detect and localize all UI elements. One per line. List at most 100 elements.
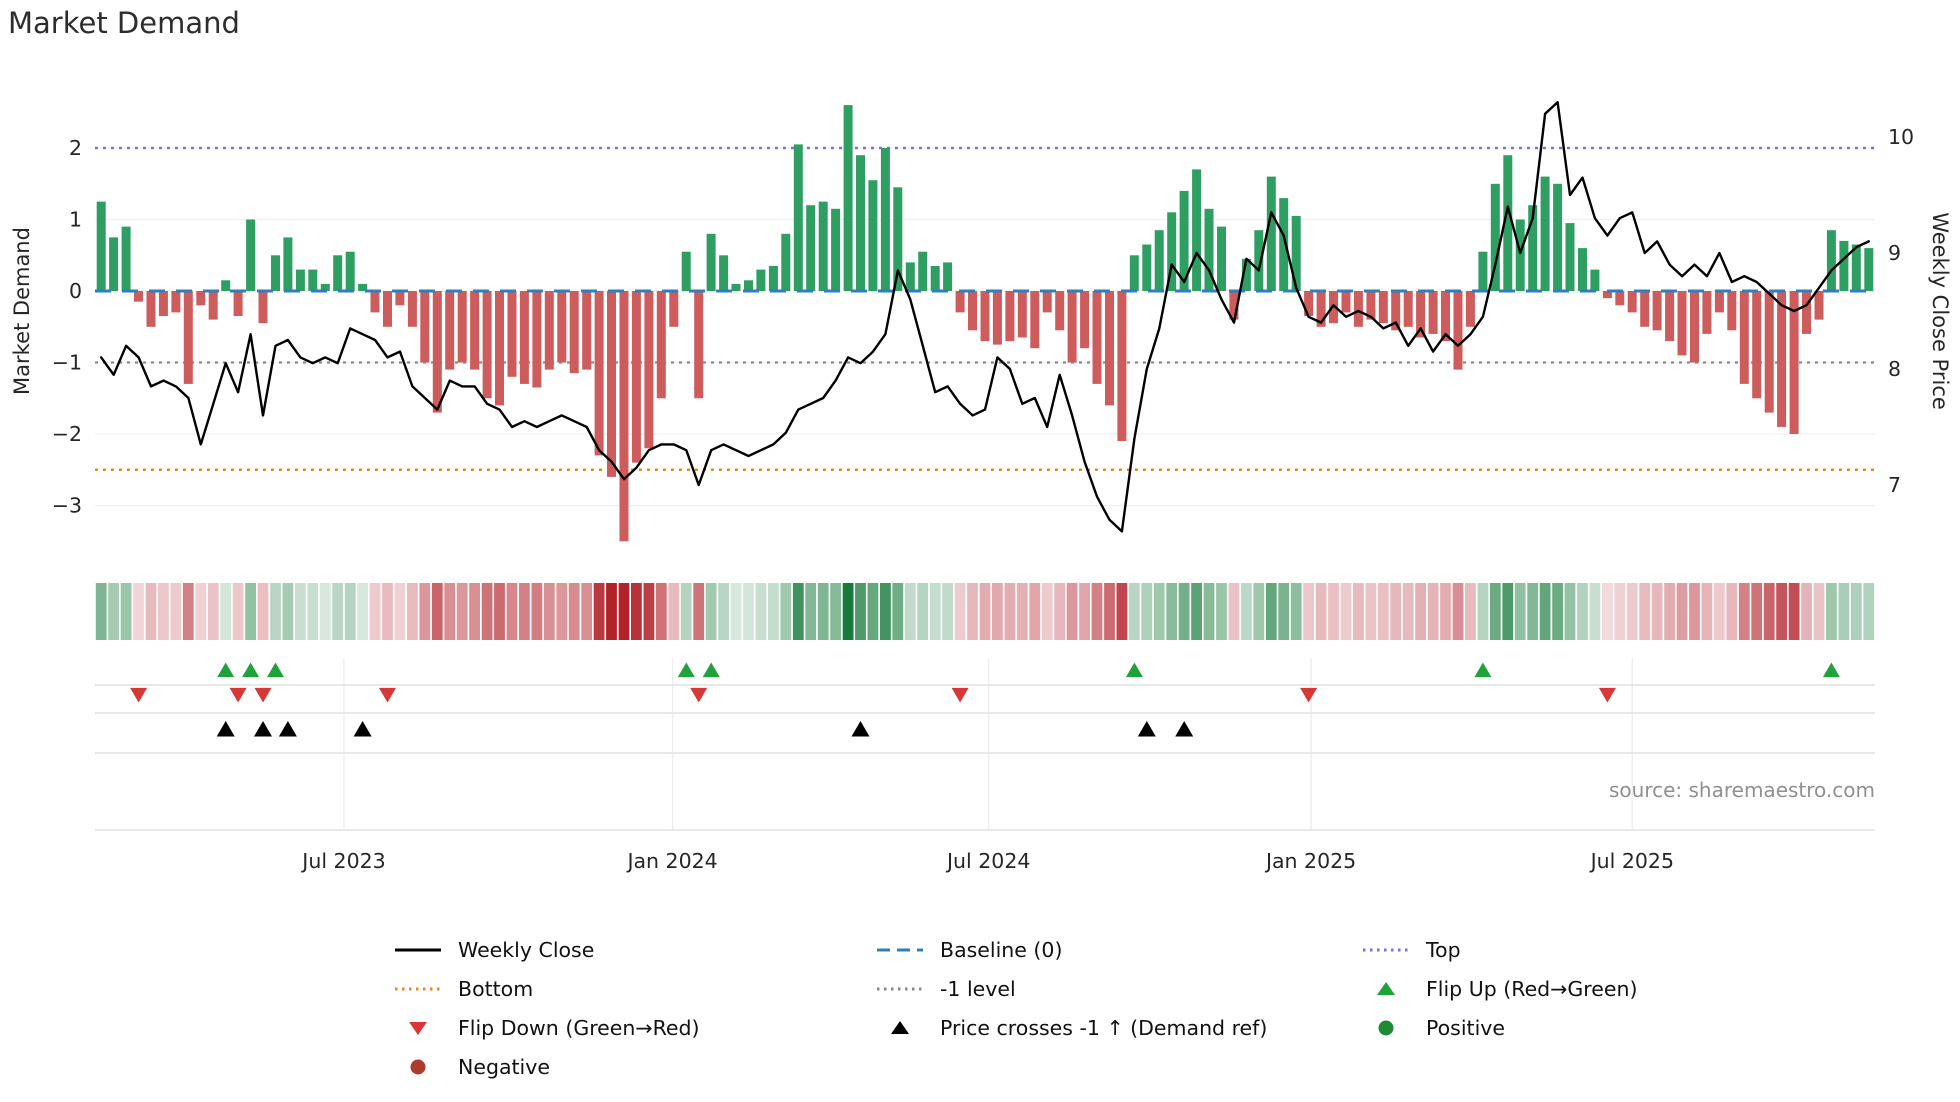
heatmap-cell: [419, 583, 431, 640]
heatmap-cell: [469, 583, 480, 640]
heatmap-cell: [581, 583, 593, 640]
demand-bar: [1067, 291, 1077, 363]
heatmap-cell: [718, 583, 729, 640]
heatmap-cell: [1664, 583, 1675, 640]
heatmap-cell: [1539, 583, 1551, 640]
heatmap-cell: [1241, 583, 1252, 640]
demand-bar: [1092, 291, 1102, 384]
heatmap-cell: [967, 583, 978, 640]
heatmap-cell: [1489, 583, 1501, 640]
heatmap-cell: [1029, 583, 1041, 640]
heatmap-cell: [1738, 583, 1750, 640]
demand-bar: [1179, 190, 1189, 291]
heatmap-cell: [1203, 583, 1215, 640]
heatmap-cell: [593, 583, 605, 640]
top-line-icon: [1360, 941, 1412, 959]
demand-bar: [930, 266, 940, 291]
demand-bar: [1590, 269, 1600, 291]
demand-bar: [1690, 291, 1699, 363]
heatmap-cell: [1614, 583, 1626, 640]
demand-bar: [1615, 291, 1625, 306]
heatmap-cell: [1353, 583, 1364, 640]
demand-bar: [1254, 230, 1264, 291]
demand-bar: [383, 291, 392, 327]
demand-bar: [1129, 255, 1139, 292]
flip-down-marker: [1598, 687, 1616, 703]
heatmap-cell: [1402, 583, 1414, 640]
heatmap-cell: [631, 583, 642, 640]
heatmap-cell: [1415, 583, 1426, 640]
demand-bar: [631, 291, 641, 463]
right-axis-tick: 7: [1888, 473, 1901, 497]
legend-item-baseline: Baseline (0): [874, 938, 1360, 962]
bottom-line-icon: [392, 980, 444, 998]
demand-bar: [980, 291, 990, 342]
heatmap-cell: [407, 583, 418, 640]
baseline-line-icon: [874, 941, 926, 959]
heatmap-cell: [245, 583, 256, 640]
heatmap-cell: [1589, 583, 1601, 640]
demand-bar: [856, 155, 865, 291]
demand-bar: [1055, 291, 1065, 331]
legend-item-price-cross: Price crosses -1 ↑ (Demand ref): [874, 1016, 1360, 1040]
demand-bar: [843, 105, 853, 291]
demand-bar: [370, 291, 380, 313]
demand-bar: [271, 255, 280, 292]
left-axis-tick: −1: [52, 351, 82, 375]
demand-bar: [1553, 183, 1563, 292]
heatmap-cell: [1153, 583, 1165, 640]
demand-bar: [482, 291, 492, 399]
heatmap-cell: [743, 583, 754, 640]
price-cross-marker: [851, 721, 870, 737]
heatmap-cell: [1004, 583, 1016, 640]
demand-bar: [1017, 291, 1027, 338]
heatmap-cell: [1763, 583, 1775, 640]
demand-bar: [121, 226, 131, 291]
demand-bar: [1515, 219, 1525, 291]
demand-bar: [1851, 244, 1861, 291]
demand-bar: [96, 201, 106, 291]
heatmap-cell: [618, 583, 630, 640]
legend-label: Flip Down (Green→Red): [458, 1016, 700, 1040]
demand-bar: [793, 144, 803, 291]
heatmap-cell: [158, 583, 169, 640]
positive-dot-icon: [1360, 1019, 1412, 1037]
heatmap-cell: [444, 583, 456, 640]
demand-bar: [345, 251, 355, 291]
demand-bar: [221, 280, 231, 291]
demand-bar: [1341, 291, 1351, 313]
heatmap-cell: [842, 583, 854, 640]
heatmap-cell: [1788, 583, 1800, 640]
demand-bar: [1217, 226, 1226, 291]
demand-bar: [1117, 291, 1127, 442]
demand-bar: [420, 291, 430, 363]
flip-up-marker: [677, 662, 695, 678]
heatmap-cell: [1689, 583, 1700, 640]
x-axis-tick: Jan 2025: [1264, 849, 1356, 873]
flip-up-marker: [1125, 662, 1143, 678]
heatmap-cell: [1813, 583, 1825, 640]
demand-bar: [992, 291, 1002, 345]
heatmap-cell: [792, 583, 804, 640]
heatmap-cell: [232, 583, 244, 640]
legend-item-weekly-close: Weekly Close: [392, 938, 874, 962]
legend-item-minus1-level: -1 level: [874, 977, 1360, 1001]
heatmap-cell: [344, 583, 356, 640]
heatmap-cell: [1440, 583, 1451, 640]
heatmap-cell: [1577, 583, 1588, 640]
heatmap-cell: [867, 583, 879, 640]
legend-label: Baseline (0): [940, 938, 1063, 962]
demand-bar: [1428, 291, 1438, 334]
heatmap-cell: [1751, 583, 1763, 640]
demand-bar: [1578, 248, 1587, 291]
heatmap-cell: [1390, 583, 1402, 640]
x-axis-tick: Jan 2024: [625, 849, 717, 873]
page-title: Market Demand: [8, 6, 240, 40]
demand-bar: [1353, 291, 1363, 327]
heatmap-cell: [929, 583, 941, 640]
heatmap-cell: [170, 583, 182, 640]
left-axis-tick: −2: [52, 422, 82, 446]
demand-bar: [1702, 291, 1712, 334]
demand-bar: [532, 291, 542, 388]
heatmap-cell: [506, 583, 518, 640]
